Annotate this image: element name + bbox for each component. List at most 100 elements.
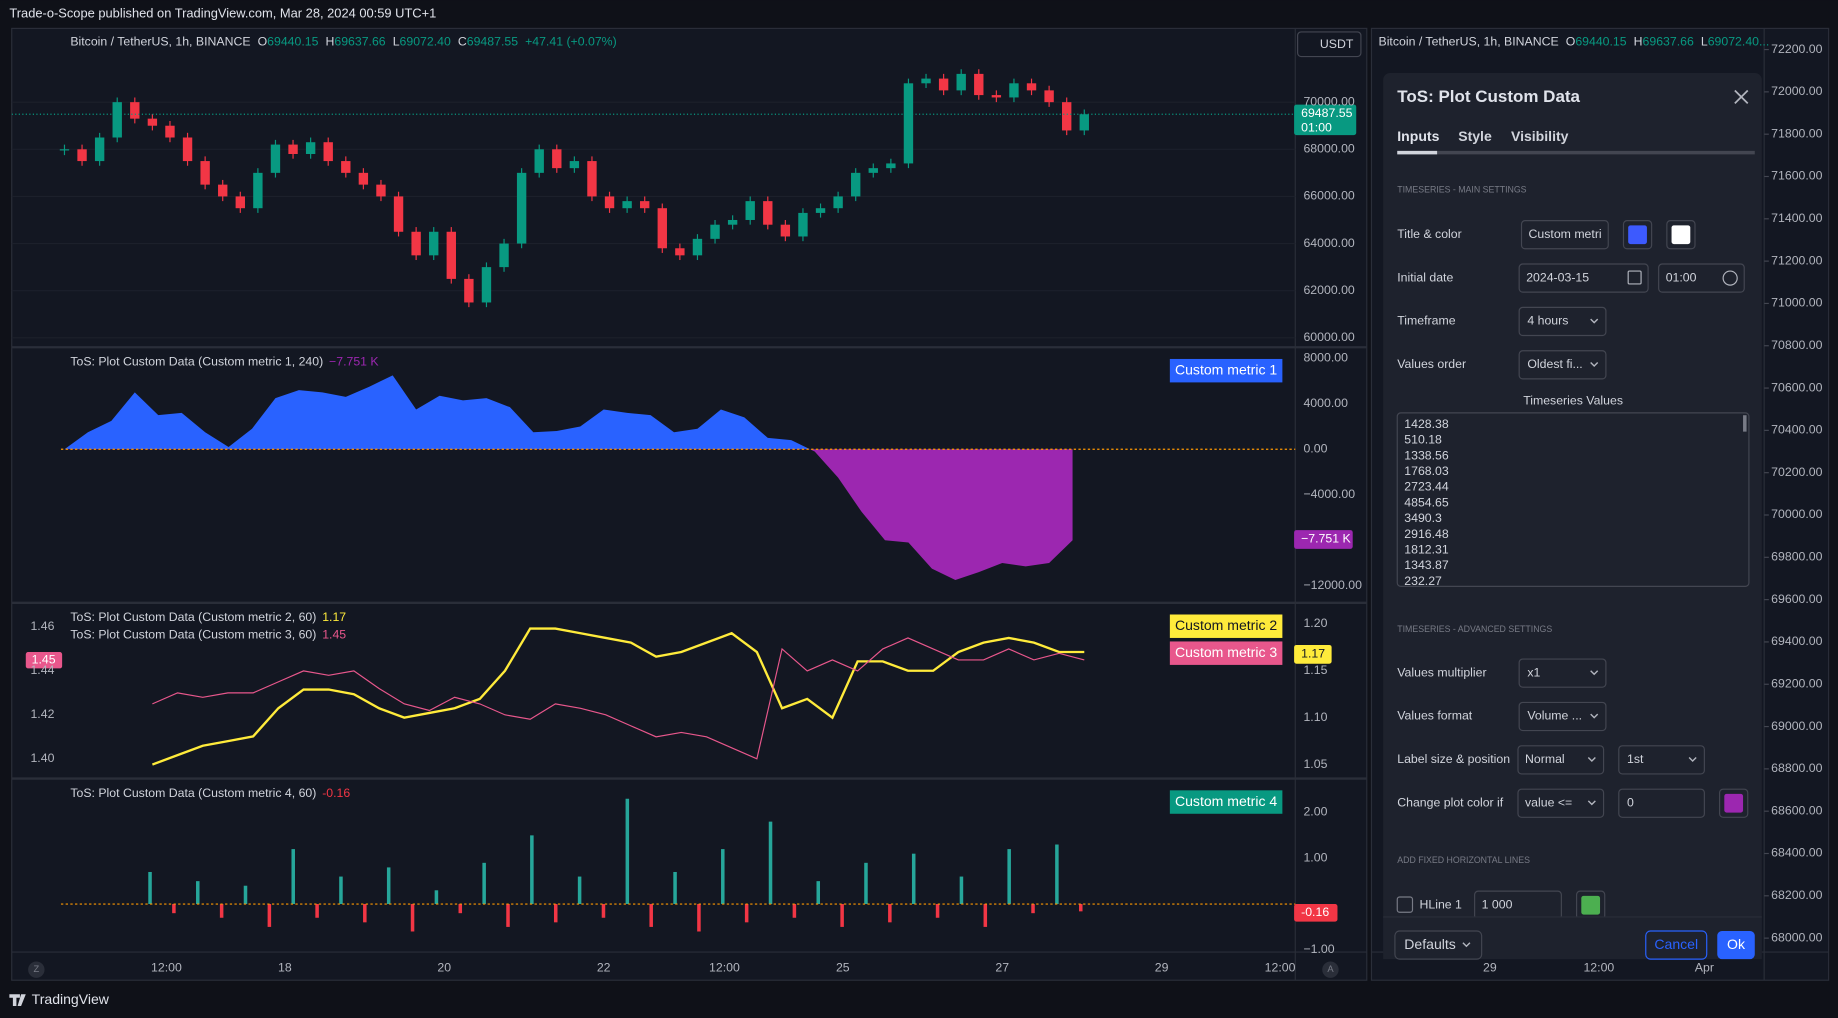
select-value[interactable]: 4 hours [1527, 314, 1568, 328]
histogram-bar [840, 904, 844, 927]
select[interactable] [1518, 658, 1607, 688]
candle [956, 73, 966, 91]
y-tick-label: 71200.00 [1771, 253, 1822, 267]
candle [130, 102, 140, 119]
currency-button[interactable] [1297, 31, 1362, 58]
input-value[interactable]: Custom metri [1529, 227, 1602, 241]
color-fill [1628, 225, 1647, 245]
input-value[interactable]: 01:00 [1666, 270, 1697, 284]
candle [1044, 90, 1054, 103]
histogram-bar [1031, 904, 1035, 914]
y-tick-label: 70000.00 [1303, 94, 1354, 108]
tab[interactable]: Visibility [1511, 128, 1569, 144]
y-tick-label: 68000.00 [1771, 930, 1822, 944]
close-button[interactable] [1734, 89, 1749, 105]
candle [59, 149, 70, 151]
y-tick-label: 70200.00 [1771, 465, 1822, 479]
tab[interactable]: Inputs [1397, 128, 1439, 144]
x-tick-label: 18 [278, 961, 292, 975]
a-button[interactable] [1322, 961, 1339, 978]
select-value[interactable]: value <= [1525, 795, 1572, 809]
section-heading: TIMESERIES - MAIN SETTINGS [1397, 184, 1526, 194]
select-value[interactable]: Oldest fi... [1527, 357, 1582, 371]
textarea[interactable] [1396, 412, 1750, 587]
select-value[interactable]: x1 [1527, 665, 1540, 679]
metric1-badge [1169, 358, 1283, 383]
y-tick-label: 70800.00 [1771, 338, 1822, 352]
y-tick-label: 69800.00 [1771, 550, 1822, 564]
histogram-bar [458, 904, 463, 914]
textarea-line: 2916.48 [1404, 527, 1449, 541]
x-tick-label: 29 [1155, 961, 1169, 975]
candle [938, 78, 949, 91]
field-label: Label size & position [1397, 752, 1510, 766]
input-value[interactable]: 0 [1627, 795, 1634, 809]
candle [182, 137, 193, 162]
ohlc-key: L [393, 35, 400, 49]
candle [516, 172, 527, 244]
candle [745, 201, 755, 220]
clock-icon [1722, 270, 1738, 286]
y-tick-label: 60000.00 [1303, 330, 1354, 344]
defaults-label[interactable]: Defaults [1404, 936, 1456, 952]
y-tick-label: 1.00 [1303, 851, 1327, 865]
time-input[interactable] [1658, 263, 1745, 293]
select-value[interactable]: Volume ... [1527, 709, 1582, 723]
candle [692, 238, 703, 256]
z-button[interactable] [28, 961, 45, 978]
currency-label[interactable]: USDT [1320, 37, 1354, 51]
histogram-bar [196, 881, 200, 905]
histogram-bar [1007, 849, 1011, 905]
candle [288, 144, 298, 155]
candle [112, 102, 122, 138]
metric4-badge [1169, 790, 1283, 814]
candle [675, 248, 685, 256]
input-value[interactable]: 2024-03-15 [1526, 270, 1589, 284]
select-value[interactable]: Normal [1525, 752, 1565, 766]
ok-label[interactable]: Ok [1727, 936, 1746, 952]
y-tick-label: 71800.00 [1771, 126, 1822, 140]
select[interactable] [1518, 306, 1607, 337]
textarea-line: 232.27 [1404, 574, 1442, 588]
y-tick-label: 0.00 [1303, 441, 1327, 455]
textarea-line: 1812.31 [1404, 543, 1449, 557]
text-input[interactable] [1520, 220, 1609, 250]
checkbox[interactable] [1396, 896, 1414, 913]
date-input[interactable] [1518, 263, 1649, 293]
metric3-tag [25, 652, 63, 669]
chevron [1587, 800, 1596, 806]
x-tick-label: 12:00 [1265, 961, 1296, 975]
textarea-line: 3490.3 [1404, 511, 1442, 525]
select[interactable] [1518, 701, 1607, 732]
side-axis: 72200.00 72000.00 71800.00 71600.00 71400.00… [1483, 42, 1823, 975]
select-value[interactable]: 1st [1627, 752, 1644, 766]
input-value[interactable]: 1 000 [1482, 897, 1513, 911]
tab[interactable]: Style [1458, 128, 1492, 144]
price-tag-countdown: 01:00 [1301, 120, 1332, 134]
candle [235, 196, 245, 209]
x-tick-label: 25 [836, 961, 850, 975]
metric4-legend: ToS: Plot Custom Data (Custom metric 4, … [70, 786, 350, 800]
select[interactable] [1517, 788, 1605, 818]
x-tick-label: 20 [437, 961, 451, 975]
select[interactable] [1518, 350, 1607, 380]
cancel-button[interactable] [1645, 930, 1708, 960]
x-tick-label: 12:00 [709, 961, 740, 975]
x-tick-label: 12:00 [151, 961, 182, 975]
textarea-line: 4854.65 [1404, 495, 1449, 509]
z-button-label[interactable]: Z [33, 964, 39, 974]
section-heading: ADD FIXED HORIZONTAL LINES [1397, 855, 1530, 865]
y-tick-label: 68200.00 [1771, 888, 1822, 902]
x-tick-label: 27 [995, 961, 1009, 975]
y-tick-label: 1.10 [1303, 710, 1327, 724]
number-input[interactable] [1618, 788, 1705, 818]
cancel-label[interactable]: Cancel [1654, 936, 1698, 952]
defaults-button[interactable] [1394, 930, 1483, 960]
ok-button[interactable] [1717, 930, 1755, 960]
a-button-label[interactable]: A [1327, 964, 1334, 974]
select[interactable] [1517, 745, 1605, 775]
candle [1026, 83, 1037, 91]
select[interactable] [1618, 745, 1705, 775]
candle [323, 142, 333, 162]
